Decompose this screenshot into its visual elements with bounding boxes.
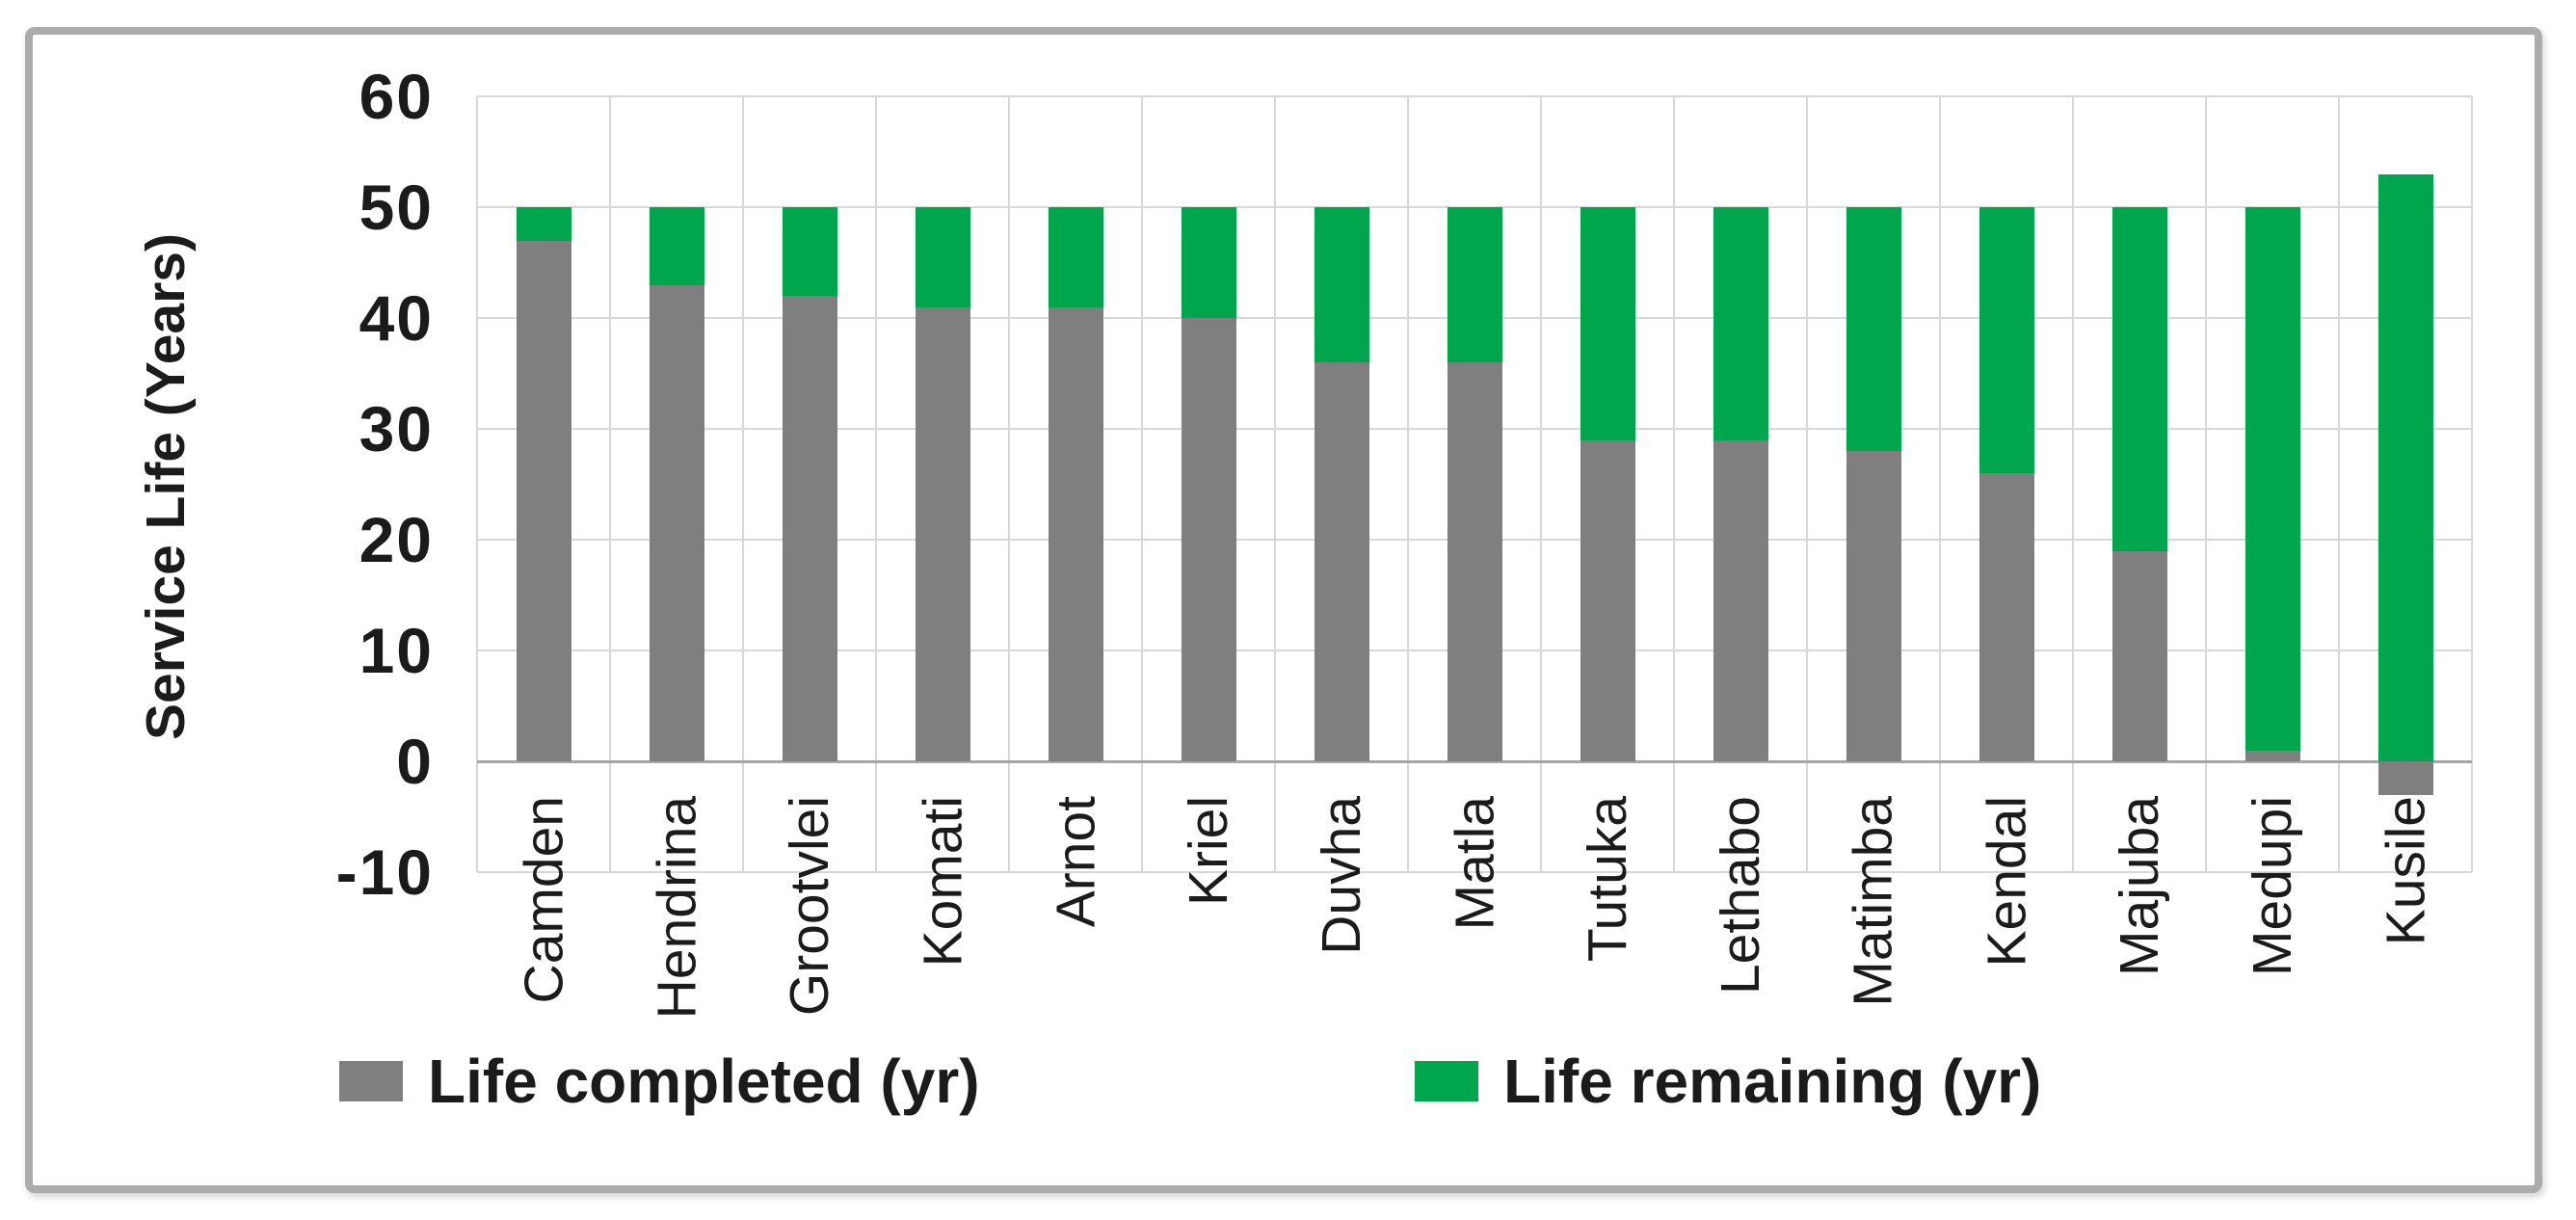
gridline-vertical xyxy=(2471,96,2473,872)
gridline-vertical xyxy=(1673,96,1675,872)
legend-swatch-life-completed xyxy=(339,1061,403,1101)
y-tick-label: 40 xyxy=(359,282,434,354)
bar-segment-life-remaining-kusile xyxy=(2377,173,2433,761)
bar-segment-life-remaining-matimba xyxy=(1846,207,1901,451)
bar-segment-life-remaining-camden xyxy=(516,207,571,241)
x-category-label-matla: Matla xyxy=(1444,796,1505,931)
bar-segment-life-completed-matla xyxy=(1447,362,1502,761)
gridline-horizontal xyxy=(477,95,2472,97)
gridline-vertical xyxy=(1008,96,1010,872)
gridline-vertical xyxy=(1939,96,1941,872)
y-tick-label: 20 xyxy=(359,504,434,575)
gridline-horizontal xyxy=(477,871,2472,873)
x-category-label-camden: Camden xyxy=(513,796,574,1004)
bar-segment-life-completed-tutuka xyxy=(1580,439,1635,761)
legend-swatch-life-remaining xyxy=(1415,1061,1478,1101)
bar-segment-life-completed-grootvlei xyxy=(782,296,837,761)
bar-segment-life-completed-hendrina xyxy=(649,284,704,761)
y-tick-label: -10 xyxy=(335,836,434,908)
bar-segment-life-completed-medupi xyxy=(2244,750,2300,761)
bar-segment-life-remaining-hendrina xyxy=(649,207,704,285)
gridline-vertical xyxy=(2205,96,2207,872)
gridline-vertical xyxy=(875,96,877,872)
x-category-label-kusile: Kusile xyxy=(2375,796,2436,946)
gridline-vertical xyxy=(1806,96,1808,872)
bar-segment-life-completed-camden xyxy=(516,240,571,761)
bar-segment-life-completed-matimba xyxy=(1846,451,1901,761)
gridline-vertical xyxy=(609,96,611,872)
bar-segment-life-remaining-majuba xyxy=(2111,207,2167,551)
bar-segment-life-remaining-kriel xyxy=(1181,207,1236,318)
y-tick-label: 60 xyxy=(359,61,434,132)
bar-segment-life-completed-kriel xyxy=(1181,318,1236,761)
bar-segment-life-remaining-kendal xyxy=(1978,207,2034,473)
x-category-label-arnot: Arnot xyxy=(1045,796,1106,928)
legend-item-life-completed: Life completed (yr) xyxy=(339,1047,980,1116)
bar-segment-life-remaining-medupi xyxy=(2244,207,2300,751)
gridline-vertical xyxy=(2072,96,2074,872)
gridline-vertical xyxy=(1407,96,1409,872)
gridline-vertical xyxy=(742,96,744,872)
x-category-label-grootvlei: Grootvlei xyxy=(779,796,840,1017)
x-category-label-majuba: Majuba xyxy=(2109,796,2170,976)
bar-segment-life-completed-majuba xyxy=(2111,550,2167,761)
axis-line-zero xyxy=(477,760,2472,763)
legend-label-life-completed: Life completed (yr) xyxy=(428,1047,980,1116)
x-category-label-lethabo: Lethabo xyxy=(1710,796,1771,995)
x-category-label-medupi: Medupi xyxy=(2242,796,2303,976)
bar-segment-life-completed-arnot xyxy=(1048,306,1103,761)
gridline-vertical xyxy=(2338,96,2340,872)
bar-segment-life-remaining-matla xyxy=(1447,207,1502,362)
y-tick-label: 50 xyxy=(359,172,434,243)
bar-segment-life-remaining-grootvlei xyxy=(782,207,837,296)
x-category-label-duvha: Duvha xyxy=(1311,796,1372,955)
bar-segment-life-remaining-tutuka xyxy=(1580,207,1635,440)
x-category-label-kendal: Kendal xyxy=(1976,796,2037,968)
x-category-label-kriel: Kriel xyxy=(1178,796,1239,907)
gridline-vertical xyxy=(1274,96,1276,872)
y-tick-label: 0 xyxy=(396,726,434,797)
bar-segment-life-remaining-arnot xyxy=(1048,207,1103,307)
x-category-label-tutuka: Tutuka xyxy=(1577,796,1638,963)
gridline-vertical xyxy=(476,96,478,872)
bar-segment-life-completed-kendal xyxy=(1978,473,2034,761)
bar-segment-life-completed-lethabo xyxy=(1713,439,1768,761)
bar-segment-life-completed-duvha xyxy=(1314,362,1369,761)
y-tick-label: 10 xyxy=(359,615,434,686)
bar-segment-life-remaining-lethabo xyxy=(1713,207,1768,440)
gridline-vertical xyxy=(1141,96,1143,872)
x-category-label-komati: Komati xyxy=(912,796,973,968)
y-tick-label: 30 xyxy=(359,393,434,464)
bar-segment-life-remaining-komati xyxy=(915,207,970,307)
bar-segment-life-remaining-duvha xyxy=(1314,207,1369,362)
legend-label-life-remaining: Life remaining (yr) xyxy=(1503,1047,2042,1116)
x-category-label-hendrina: Hendrina xyxy=(646,796,707,1020)
x-category-label-matimba: Matimba xyxy=(1843,796,1904,1007)
bar-segment-life-completed-kusile xyxy=(2377,761,2433,795)
gridline-vertical xyxy=(1540,96,1542,872)
legend-item-life-remaining: Life remaining (yr) xyxy=(1415,1047,2042,1116)
bar-segment-life-completed-komati xyxy=(915,306,970,761)
